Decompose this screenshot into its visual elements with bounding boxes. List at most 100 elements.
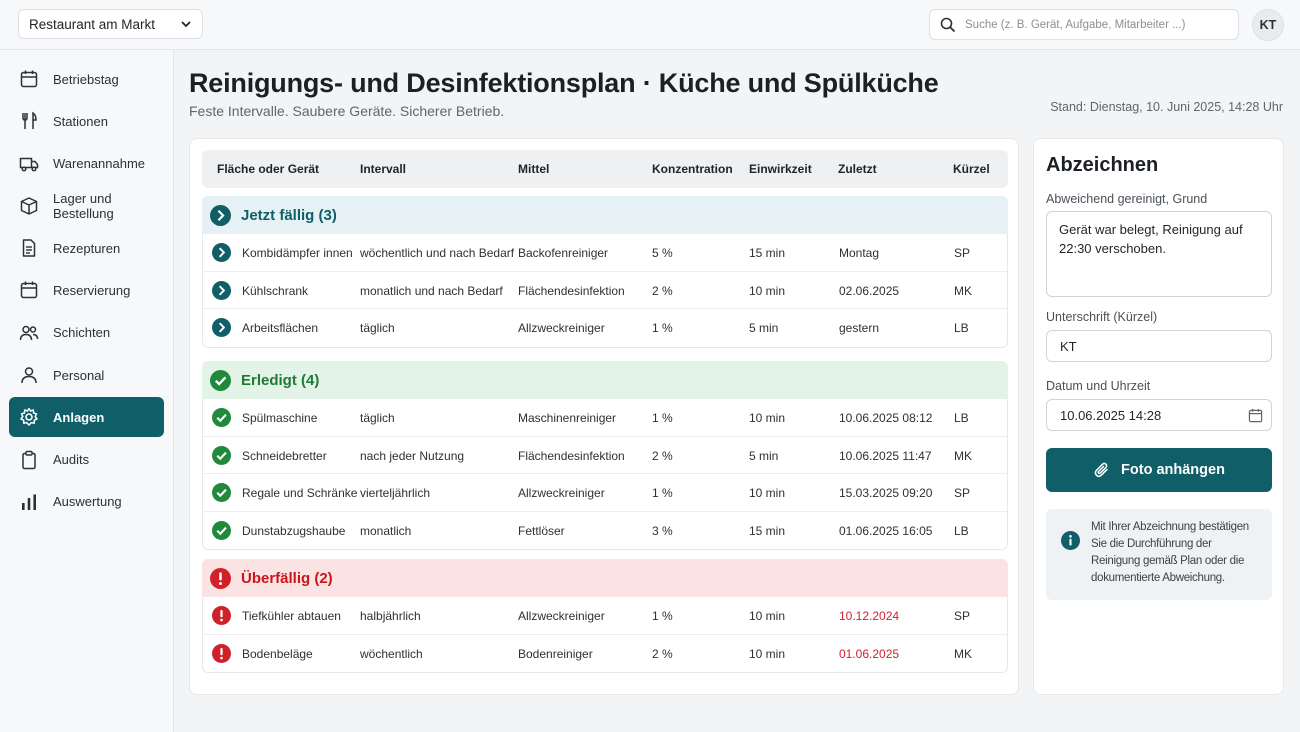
user-avatar[interactable]: KT (1252, 9, 1284, 41)
cell-contact-time: 10 min (749, 411, 786, 425)
column-header[interactable]: Konzentration (652, 162, 733, 176)
bar-chart-icon (22, 494, 36, 510)
cell-agent: Flächendesinfektion (518, 448, 625, 463)
datetime-input[interactable] (1046, 399, 1272, 431)
cell-agent: Bodenreiniger (518, 646, 593, 661)
status-timestamp: Stand: Dienstag, 10. Juni 2025, 14:28 Uh… (1050, 100, 1283, 114)
cell-concentration: 1 % (652, 609, 673, 623)
cell-contact-time: 15 min (749, 523, 786, 538)
cell-interval: wöchentlich (360, 646, 423, 661)
chevron-down-icon (181, 21, 191, 28)
sidebar-item-label: Lager und Bestellung (53, 190, 114, 221)
cell-initials: SP (954, 609, 971, 623)
check-circle-icon (212, 483, 231, 502)
column-header[interactable]: Fläche oder Gerät (217, 162, 320, 176)
clipboard-icon (22, 450, 36, 469)
search-input[interactable] (965, 18, 1228, 31)
table-row[interactable]: Schneidebretter nach jeder Nutzung Fläch… (203, 437, 1007, 474)
page-subtitle: Feste Intervalle. Saubere Geräte. Sicher… (189, 103, 505, 119)
sidebar-item-stationen[interactable]: Stationen (9, 101, 164, 141)
cell-last: 01.06.2025 16:05 (839, 523, 933, 538)
cell-contact-time: 5 min (749, 448, 779, 463)
table-row[interactable]: Dunstabzugshaube monatlich Fettlöser 3 %… (203, 512, 1007, 550)
column-header[interactable]: Mittel (518, 162, 550, 176)
group-title: Erledigt (4) (241, 371, 320, 389)
column-header[interactable]: Kürzel (953, 162, 990, 176)
table-row[interactable]: Regale und Schränke vierteljährlich Allz… (203, 474, 1007, 512)
sidebar-item-rezepturen[interactable]: Rezepturen (9, 228, 164, 268)
panel-title: Abzeichnen (1046, 154, 1159, 176)
calendar-icon[interactable] (1248, 408, 1263, 423)
cell-contact-time: 10 min (749, 486, 786, 500)
cell-last: 15.03.2025 09:20 (839, 486, 933, 500)
attach-photo-button[interactable]: Foto anhängen (1046, 448, 1272, 492)
sidebar-item-auswertung[interactable]: Auswertung (9, 482, 164, 522)
sidebar-item-label: Rezepturen (53, 240, 121, 256)
cell-item: Kühlschrank (242, 283, 309, 298)
sidebar-item-label: Warenannahme (53, 156, 146, 172)
sidebar-item-anlagen[interactable]: Anlagen (9, 397, 164, 438)
attach-photo-label: Foto anhängen (1121, 462, 1225, 478)
chevron-right-circle-icon (212, 280, 231, 300)
sidebar-item-label: Audits (53, 452, 90, 468)
cell-contact-time: 10 min (749, 646, 786, 661)
calendar-icon (20, 281, 38, 299)
cell-item: Spülmaschine (242, 411, 318, 425)
cell-agent: Maschinenreiniger (518, 411, 617, 425)
box-icon (20, 197, 38, 215)
venue-selector[interactable]: Restaurant am Markt (18, 9, 203, 39)
reason-textarea[interactable]: Gerät war belegt, Reinigung auf 22:30 ve… (1046, 211, 1272, 297)
column-header[interactable]: Einwirkzeit (749, 162, 812, 176)
cell-item: Kombidämpfer innen (242, 246, 353, 260)
cell-interval: nach jeder Nutzung (360, 448, 465, 463)
table-row[interactable]: Tiefkühler abtauen halbjährlich Allzweck… (203, 597, 1007, 635)
cell-interval: monatlich und nach Bedarf (360, 283, 503, 298)
cell-agent: Backofenreiniger (518, 246, 609, 260)
group-header-overdue[interactable]: Überfällig (2) (202, 559, 1008, 597)
cell-concentration: 2 % (652, 283, 673, 298)
sidebar-item-reservierung[interactable]: Reservierung (9, 270, 164, 310)
reason-label: Abweichend gereinigt, Grund (1046, 192, 1208, 206)
check-circle-icon (212, 408, 231, 427)
alert-circle-icon (212, 643, 231, 663)
datetime-label: Datum und Uhrzeit (1046, 379, 1151, 393)
venue-label: Restaurant am Markt (29, 16, 156, 32)
cell-interval: wöchentlich und nach Bedarf (360, 246, 515, 260)
table-row[interactable]: Spülmaschine täglich Maschinenreiniger 1… (203, 399, 1007, 437)
signature-label: Unterschrift (Kürzel) (1046, 310, 1158, 324)
cell-concentration: 3 % (652, 523, 673, 538)
chevron-right-circle-icon (210, 204, 231, 226)
cell-concentration: 2 % (652, 448, 673, 463)
cell-concentration: 1 % (652, 411, 673, 425)
sidebar-item-audits[interactable]: Audits (9, 440, 164, 480)
sidebar-item-betriebstag[interactable]: Betriebstag (9, 59, 164, 99)
column-header[interactable]: Zuletzt (838, 162, 877, 176)
table-row[interactable]: Kühlschrank monatlich und nach Bedarf Fl… (203, 272, 1007, 309)
sidebar-item-schichten[interactable]: Schichten (9, 313, 164, 353)
cell-interval: täglich (360, 321, 395, 335)
people-icon (19, 325, 39, 340)
table-row[interactable]: Bodenbeläge wöchentlich Bodenreiniger 2 … (203, 635, 1007, 673)
sidebar-item-lager[interactable]: Lager und Bestellung (9, 186, 164, 226)
table-row[interactable]: Arbeitsflächen täglich Allzweckreiniger … (203, 309, 1007, 347)
truck-icon (19, 157, 39, 172)
table-header: Fläche oder Gerät Intervall Mittel Konze… (202, 150, 1008, 188)
search-box[interactable] (929, 9, 1239, 40)
table-row[interactable]: Kombidämpfer innen wöchentlich und nach … (203, 234, 1007, 272)
sidebar-item-warenannahme[interactable]: Warenannahme (9, 144, 164, 184)
cell-item: Arbeitsflächen (242, 321, 319, 335)
sidebar-item-label: Reservierung (53, 282, 131, 298)
info-note: Mit Ihrer Abzeichnung bestätigen Sie die… (1046, 509, 1272, 600)
group-body-due: Kombidämpfer innen wöchentlich und nach … (202, 234, 1008, 348)
cell-last: 10.06.2025 11:47 (839, 448, 932, 463)
column-header[interactable]: Intervall (360, 162, 407, 176)
sidebar-item-label: Auswertung (53, 494, 122, 510)
group-header-due[interactable]: Jetzt fällig (3) (202, 196, 1008, 234)
document-icon (22, 239, 36, 257)
sidebar-item-personal[interactable]: Personal (9, 355, 164, 395)
signature-input[interactable] (1046, 330, 1272, 362)
cell-initials: SP (954, 246, 971, 260)
cell-last: 01.06.2025 (839, 646, 900, 661)
cell-last: 10.12.2024 (839, 609, 900, 623)
group-header-done[interactable]: Erledigt (4) (202, 361, 1008, 399)
